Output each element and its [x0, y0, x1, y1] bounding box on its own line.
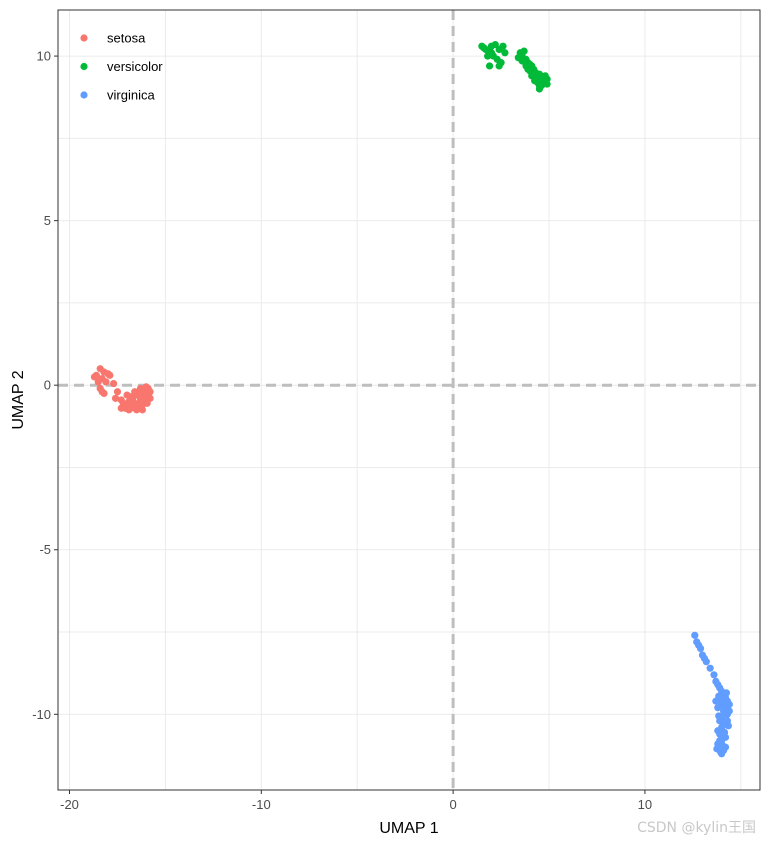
data-point-setosa — [127, 393, 135, 401]
data-point-versicolor — [485, 62, 494, 70]
y-axis-ticks: -10 -5 0 5 10 — [32, 49, 58, 722]
data-point-virginica — [718, 699, 727, 707]
data-point-versicolor — [499, 42, 507, 50]
x-tick-label: -20 — [60, 797, 79, 812]
data-point-versicolor — [522, 62, 530, 70]
y-tick-label: -5 — [39, 542, 51, 557]
legend-label-setosa: setosa — [107, 31, 146, 46]
data-point-virginica — [716, 737, 724, 745]
data-point-setosa — [90, 373, 99, 381]
x-axis-title: UMAP 1 — [379, 820, 438, 837]
legend-label-versicolor: versicolor — [107, 59, 163, 74]
data-point-virginica — [719, 707, 728, 715]
data-point-setosa — [125, 406, 133, 414]
y-tick-label: 0 — [44, 378, 51, 393]
y-axis-title: UMAP 2 — [10, 370, 27, 429]
legend-key-setosa — [80, 34, 88, 42]
data-point-setosa — [110, 379, 118, 388]
x-tick-label: 0 — [449, 797, 456, 812]
data-point-virginica — [721, 743, 730, 751]
y-tick-label: 10 — [37, 49, 51, 64]
legend-key-versicolor — [80, 62, 88, 71]
data-point-setosa — [102, 378, 110, 386]
reference-lines — [58, 10, 760, 790]
data-point-setosa — [134, 401, 143, 409]
data-point-virginica — [720, 728, 729, 737]
data-point-versicolor — [514, 54, 522, 62]
data-point-setosa — [143, 399, 151, 407]
data-point-virginica — [702, 658, 710, 666]
data-point-virginica — [696, 644, 705, 653]
x-tick-label: 10 — [638, 797, 652, 812]
data-point-versicolor — [484, 52, 492, 60]
data-point-versicolor — [495, 62, 503, 70]
legend-key-virginica — [80, 91, 88, 99]
data-point-virginica — [691, 631, 699, 639]
data-point-virginica — [714, 704, 722, 712]
data-point-setosa — [140, 393, 148, 401]
data-point-setosa — [106, 371, 114, 379]
data-point-versicolor — [491, 40, 499, 49]
legend-label-virginica: virginica — [107, 88, 155, 103]
grid-lines — [58, 10, 760, 790]
x-tick-label: -10 — [252, 797, 271, 812]
data-point-setosa — [138, 406, 146, 414]
data-point-virginica — [724, 722, 732, 730]
data-point-virginica — [715, 712, 723, 720]
data-point-setosa — [113, 388, 122, 396]
plot-panel-border — [57, 9, 761, 791]
data-point-virginica — [712, 697, 720, 705]
data-point-setosa — [117, 404, 125, 412]
data-point-versicolor — [531, 77, 539, 85]
data-point-versicolor — [542, 77, 550, 85]
data-point-virginica — [706, 664, 714, 672]
data-point-setosa — [131, 388, 139, 396]
data-point-versicolor — [501, 49, 509, 57]
data-point-setosa — [100, 389, 108, 398]
data-point-setosa — [111, 394, 120, 402]
data-points — [90, 40, 733, 758]
watermark-text: CSDN @kylin王国 — [637, 820, 756, 836]
data-point-virginica — [722, 689, 731, 697]
y-tick-label: 5 — [44, 213, 51, 228]
data-point-virginica — [717, 748, 725, 756]
data-point-versicolor — [480, 44, 488, 52]
y-tick-label: -10 — [32, 707, 51, 722]
data-point-virginica — [710, 671, 718, 679]
legend: setosa versicolor virginica — [80, 31, 163, 103]
x-axis-ticks: -20 -10 0 10 — [60, 790, 652, 812]
